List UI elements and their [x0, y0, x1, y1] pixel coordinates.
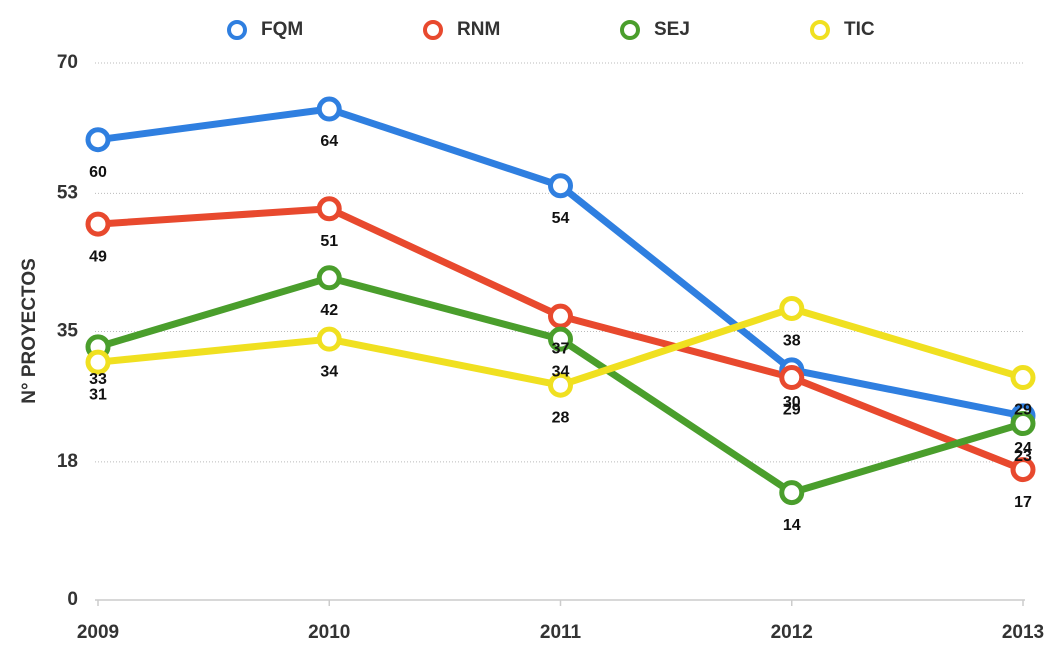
y-axis-label: N° PROYECTOS [19, 258, 40, 404]
data-label: 30 [783, 394, 801, 411]
marker [1010, 457, 1036, 483]
data-label: 49 [89, 248, 107, 265]
x-tick-label: 2010 [308, 622, 350, 643]
legend-label: FQM [261, 19, 303, 40]
legend-label: RNM [457, 19, 500, 40]
marker [316, 96, 342, 122]
data-label: 34 [552, 363, 570, 380]
marker [548, 372, 573, 398]
marker [779, 480, 805, 506]
data-label: 17 [1014, 494, 1032, 511]
legend-marker [423, 20, 443, 40]
y-tick-label: 35 [57, 321, 79, 342]
legend-marker [620, 20, 640, 40]
y-tick-label: 53 [57, 182, 78, 203]
marker [548, 326, 573, 352]
marker [779, 295, 805, 321]
marker [85, 211, 111, 237]
marker [85, 349, 111, 375]
x-tick-label: 2013 [1002, 622, 1044, 643]
data-label: 33 [89, 371, 107, 388]
marker [316, 326, 342, 352]
data-label: 34 [320, 363, 338, 380]
data-label: 28 [552, 409, 570, 426]
data-label: 54 [552, 210, 570, 227]
legend-label: SEJ [654, 19, 690, 40]
data-label: 29 [1014, 402, 1032, 419]
data-label: 29 [783, 402, 801, 419]
x-tick-label: 2009 [77, 622, 119, 643]
marker [548, 303, 573, 329]
marker [1010, 365, 1036, 391]
marker [779, 365, 805, 391]
data-label: 60 [89, 164, 107, 181]
y-tick-label: 0 [67, 589, 78, 610]
x-tick-label: 2011 [540, 622, 582, 643]
marker [316, 196, 342, 222]
y-tick-label: 18 [57, 451, 78, 472]
marker [85, 127, 111, 153]
data-label: 38 [783, 333, 801, 350]
data-label: 37 [552, 340, 570, 357]
legend-marker [810, 20, 830, 40]
data-label: 14 [783, 517, 801, 534]
marker [548, 173, 573, 199]
legend-marker [227, 20, 247, 40]
x-tick-label: 2012 [771, 622, 813, 643]
marker [1010, 411, 1036, 437]
y-tick-label: 70 [57, 52, 78, 73]
data-label: 42 [320, 302, 338, 319]
data-label: 51 [320, 233, 338, 250]
data-label: 23 [1014, 448, 1032, 465]
legend-label: TIC [844, 19, 875, 40]
marker [316, 265, 342, 291]
data-label: 64 [320, 133, 338, 150]
data-label: 31 [89, 386, 107, 403]
data-label: 24 [1014, 440, 1032, 457]
